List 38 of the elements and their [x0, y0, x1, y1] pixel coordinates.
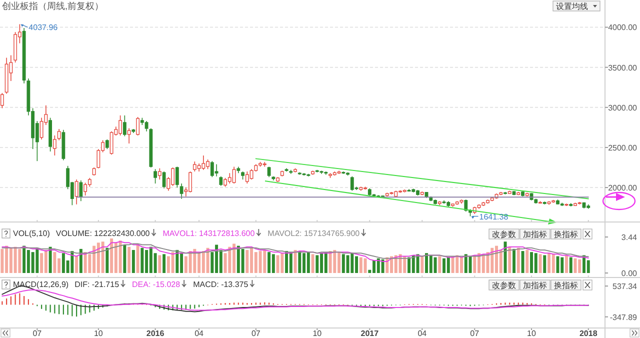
x-tick-label: 07	[251, 329, 261, 338]
y-tick-label: 3.44	[621, 233, 638, 242]
annotation: 加指标	[523, 281, 547, 290]
annotation: 加指标	[523, 230, 547, 239]
annotation: 4037.96	[28, 23, 58, 32]
y-tick-label: 0.00	[621, 269, 638, 278]
series-label: DIF: -21.715	[74, 280, 120, 289]
x-tick-label: 2018	[579, 329, 598, 338]
chart-title: MACD(12,26,9)	[13, 280, 69, 289]
x-tick-label: 10	[527, 329, 537, 338]
x-tick-label: 2017	[360, 329, 380, 338]
annotation: 设置均线	[556, 2, 588, 11]
y-tick-label: 3000.00	[608, 103, 638, 112]
chart-title: 创业板指（周线,前复权）	[2, 1, 104, 11]
x-tick-label: 2016	[146, 329, 165, 338]
annotation: 改参数	[492, 281, 516, 290]
x-tick-label: 04	[194, 329, 204, 338]
series-label: MAVOL2: 157134765.900	[268, 229, 360, 238]
annotation: 1641.38	[479, 212, 509, 222]
annotation: MACD: -13.375	[193, 280, 249, 289]
annotation: 换指标	[554, 281, 578, 290]
x-tick-label: 10	[94, 329, 104, 338]
y-tick-label: 537.34	[612, 282, 638, 292]
annotation: VOLUME: 122232430.000	[56, 229, 150, 238]
x-tick-label: 04	[418, 329, 428, 338]
x-tick-label: 07	[32, 329, 42, 338]
chart-title: VOL(5,10)	[13, 229, 50, 238]
y-tick-label: 3500.00	[608, 63, 638, 72]
y-tick-label: 4000.00	[608, 23, 638, 32]
x-tick-label: 07	[470, 329, 480, 338]
series-label: MAVOL1: 143172813.600	[162, 229, 256, 238]
y-tick-label: 2500.00	[608, 143, 638, 152]
y-tick-label: 2000.00	[608, 184, 638, 193]
series-label: DEA: -15.028	[132, 280, 181, 289]
x-tick-label: 10	[312, 329, 322, 338]
y-tick-label: -347.89	[610, 312, 638, 322]
annotation: 改参数	[492, 230, 516, 239]
annotation: 换指标	[554, 230, 578, 239]
